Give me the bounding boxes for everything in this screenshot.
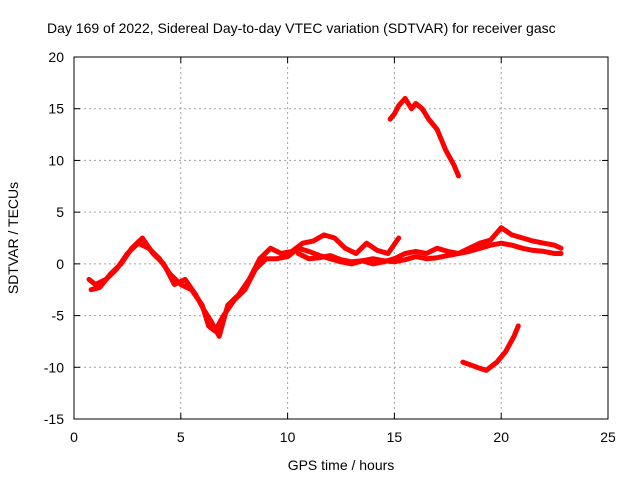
x-tick-label: 0 bbox=[70, 429, 78, 445]
x-tick-label: 10 bbox=[280, 429, 296, 445]
y-tick-label: 10 bbox=[48, 152, 64, 168]
chart-title: Day 169 of 2022, Sidereal Day-to-day VTE… bbox=[47, 20, 556, 36]
series-line-lower-arc bbox=[460, 323, 521, 373]
y-tick-label: -10 bbox=[44, 359, 64, 375]
series-line-main-band-c bbox=[295, 225, 564, 267]
y-tick-label: 15 bbox=[48, 101, 64, 117]
y-tick-label: -5 bbox=[52, 308, 65, 324]
y-tick-label: 20 bbox=[48, 49, 64, 65]
y-tick-label: -15 bbox=[44, 411, 64, 427]
x-tick-label: 25 bbox=[600, 429, 616, 445]
ticks: 0 5 10 15 20 25 -15 -10 -5 0 5 10 15 20 bbox=[44, 49, 616, 445]
y-axis-label: SDTVAR / TECUs bbox=[5, 182, 21, 294]
series-layer bbox=[86, 95, 564, 373]
y-tick-label: 5 bbox=[56, 204, 64, 220]
series-line-upper-arc bbox=[387, 95, 461, 179]
x-tick-label: 20 bbox=[493, 429, 509, 445]
plot-frame bbox=[73, 56, 609, 420]
x-tick-label: 15 bbox=[387, 429, 403, 445]
y-tick-label: 0 bbox=[56, 256, 64, 272]
x-tick-label: 5 bbox=[177, 429, 185, 445]
x-axis-label: GPS time / hours bbox=[288, 457, 395, 473]
series-line-main-band-b bbox=[88, 232, 402, 339]
